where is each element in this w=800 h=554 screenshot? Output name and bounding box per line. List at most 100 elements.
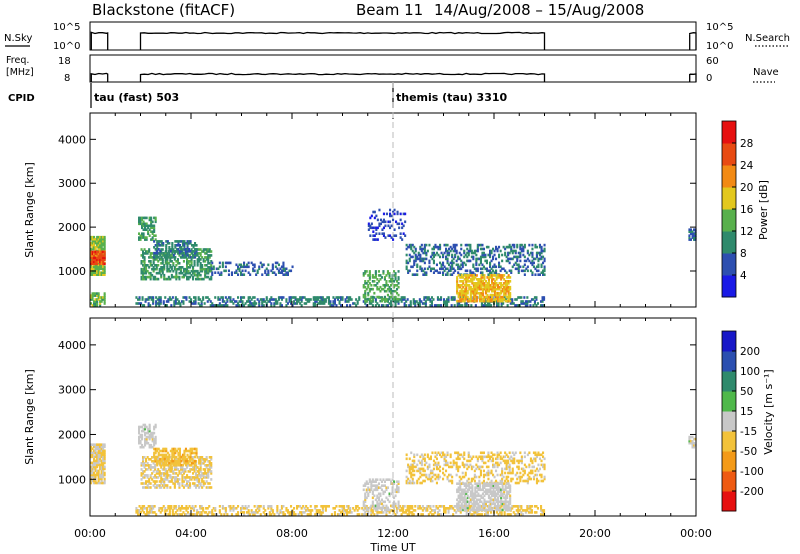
data-cell	[250, 302, 253, 305]
data-cell	[511, 457, 514, 461]
data-cell	[103, 443, 106, 446]
data-cell	[169, 486, 172, 489]
data-cell	[497, 299, 500, 303]
data-cell	[103, 473, 106, 477]
data-cell	[158, 302, 161, 305]
data-cell	[195, 468, 198, 471]
data-cell	[467, 251, 470, 255]
data-cell	[145, 269, 148, 273]
data-cell	[396, 480, 399, 483]
data-cell	[457, 267, 460, 271]
data-cell	[151, 256, 154, 259]
data-cell	[96, 269, 99, 273]
data-cell	[443, 265, 446, 269]
data-cell	[442, 471, 445, 475]
data-cell	[253, 300, 256, 303]
data-cell	[279, 267, 282, 271]
data-cell	[542, 451, 545, 455]
data-cell	[91, 465, 94, 469]
data-cell	[498, 285, 501, 289]
data-cell	[144, 236, 147, 239]
data-cell	[423, 243, 426, 247]
data-cell	[411, 465, 414, 469]
data-cell	[514, 513, 517, 516]
data-cell	[91, 453, 94, 457]
data-cell	[440, 451, 443, 455]
data-cell	[185, 509, 188, 512]
data-cell	[393, 280, 396, 283]
colorbar-swatch	[722, 143, 736, 166]
data-cell	[475, 274, 478, 277]
data-cell	[290, 296, 293, 299]
data-cell	[463, 274, 466, 277]
data-cell	[151, 273, 154, 277]
data-cell	[448, 465, 451, 469]
data-cell	[514, 505, 517, 508]
data-cell	[306, 507, 309, 510]
data-cell	[445, 459, 448, 463]
data-cell	[519, 471, 522, 475]
data-cell	[270, 505, 273, 508]
data-cell	[204, 472, 207, 475]
data-cell	[496, 457, 499, 461]
data-cell	[453, 304, 456, 307]
data-cell	[184, 253, 187, 257]
data-cell	[102, 469, 105, 473]
data-cell	[138, 509, 141, 512]
data-cell	[174, 449, 177, 453]
data-cell	[192, 456, 195, 459]
data-cell	[463, 278, 466, 281]
data-cell	[188, 455, 191, 459]
data-cell	[364, 498, 367, 502]
data-cell	[477, 280, 480, 283]
data-cell	[170, 304, 173, 307]
data-cell	[152, 462, 155, 465]
data-cell	[498, 265, 501, 269]
data-cell	[472, 263, 475, 267]
data-cell	[253, 263, 256, 267]
data-cell	[431, 267, 434, 271]
data-cell	[469, 280, 472, 283]
data-cell	[469, 455, 472, 459]
data-cell	[187, 464, 190, 467]
data-cell	[463, 465, 466, 469]
data-cell	[437, 467, 440, 471]
data-cell	[99, 443, 102, 446]
data-cell	[519, 259, 522, 263]
data-cell	[172, 249, 175, 253]
data-cell	[247, 298, 250, 301]
data-cell	[163, 468, 166, 471]
data-cell	[141, 433, 144, 437]
data-cell	[138, 425, 141, 429]
data-cell	[407, 481, 410, 485]
data-cell	[145, 267, 148, 271]
data-cell	[90, 256, 93, 260]
data-cell	[383, 276, 386, 279]
data-cell	[190, 260, 193, 263]
data-cell	[480, 278, 483, 281]
data-cell	[505, 463, 508, 467]
data-cell	[373, 238, 376, 241]
data-cell	[165, 447, 168, 451]
data-cell	[370, 484, 373, 487]
data-cell	[344, 298, 347, 301]
data-cell	[91, 292, 94, 295]
data-cell	[405, 300, 408, 303]
data-cell	[159, 240, 162, 243]
data-cell	[158, 470, 161, 473]
data-cell	[385, 478, 388, 481]
data-cell	[154, 480, 157, 483]
data-cell	[160, 476, 163, 479]
data-cell	[198, 486, 201, 489]
data-cell	[178, 482, 181, 485]
data-cell	[146, 298, 149, 301]
data-cell	[149, 271, 152, 275]
data-cell	[329, 304, 332, 307]
data-cell	[512, 302, 515, 305]
data-cell	[501, 274, 504, 277]
data-cell	[166, 451, 169, 455]
data-cell	[454, 243, 457, 247]
data-cell	[193, 470, 196, 473]
data-cell	[102, 265, 105, 269]
data-cell	[511, 249, 514, 253]
